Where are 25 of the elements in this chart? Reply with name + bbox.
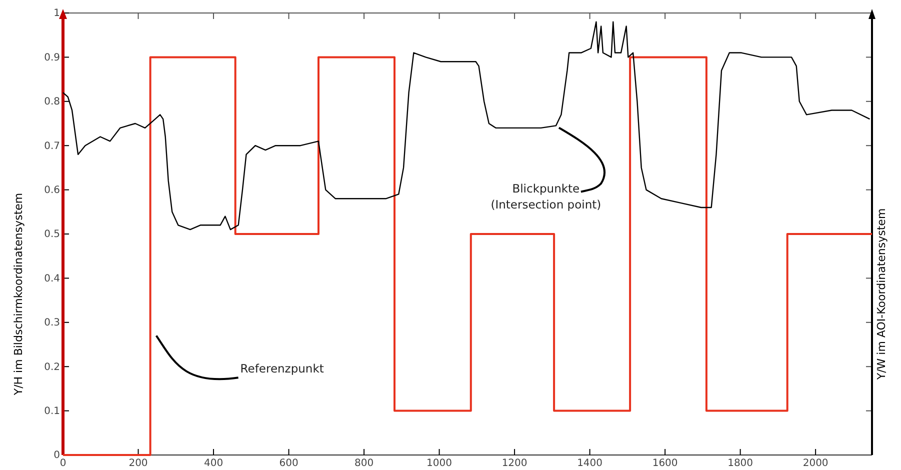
y-tick-label: 0.6 <box>44 185 60 196</box>
y-tick-label: 0 <box>54 450 60 462</box>
y-tick-label: 0.4 <box>44 273 60 284</box>
y-tick-label: 0.7 <box>44 140 60 152</box>
y-tick-label: 1 <box>54 8 60 20</box>
x-tick-label: 800 <box>354 458 374 470</box>
y-tick-label: 0.9 <box>44 52 60 64</box>
y-tick-label: 0.1 <box>44 406 60 417</box>
y-axis-title: Y/H im Bildschirmkoordinatensystem <box>12 192 25 396</box>
x-tick-label: 1600 <box>652 458 678 470</box>
annotation: Referenzpunkt <box>240 362 324 376</box>
x-tick-label: 1800 <box>728 458 754 470</box>
y-tick-label: 0.3 <box>44 318 60 329</box>
x-tick-label: 1000 <box>426 458 452 470</box>
y-tick-label: 0.5 <box>44 229 60 240</box>
x-tick-label: 600 <box>279 458 298 470</box>
y-tick-label: 0.8 <box>44 96 60 108</box>
annotation: Blickpunkte (Intersection point) <box>490 182 602 212</box>
y-tick-label: 0.2 <box>44 362 60 373</box>
x-tick-label: 1200 <box>502 458 528 470</box>
x-tick-label: 200 <box>128 458 148 470</box>
x-tick-label: 400 <box>204 458 224 470</box>
x-tick-label: 2000 <box>802 458 828 470</box>
y2-axis-title: Y/W im AOI-Koordinatensystem <box>875 208 888 381</box>
x-tick-label: 1400 <box>577 458 603 470</box>
